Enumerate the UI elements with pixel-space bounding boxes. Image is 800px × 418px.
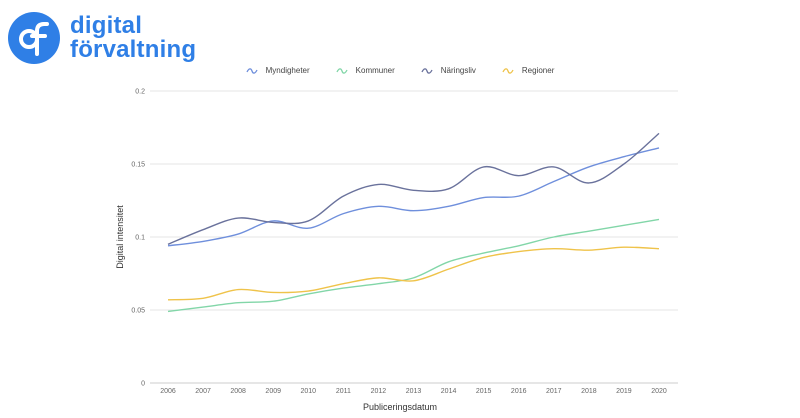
legend-wave-icon xyxy=(502,67,514,74)
y-axis-label: Digital intensitet xyxy=(115,205,125,269)
y-tick-label: 0.1 xyxy=(135,235,145,242)
x-tick-label: 2010 xyxy=(300,388,316,395)
series-line-kommuner xyxy=(167,218,660,313)
x-tick-label: 2019 xyxy=(616,388,632,395)
x-tick-label: 2015 xyxy=(476,388,492,395)
legend-wave-icon xyxy=(246,67,258,74)
x-tick-label: 2018 xyxy=(581,388,597,395)
y-tick-label: 0.2 xyxy=(135,89,145,96)
legend-wave-icon xyxy=(421,67,433,74)
x-tick-label: 2017 xyxy=(546,388,562,395)
chart-legend: Myndigheter Kommuner Näringsliv Regioner xyxy=(0,66,800,75)
x-tick-label: 2011 xyxy=(336,388,351,395)
legend-label: Näringsliv xyxy=(440,66,476,75)
brand-logo[interactable]: digital förvaltning xyxy=(8,12,196,64)
y-tick-label: 0.15 xyxy=(131,162,145,169)
x-tick-label: 2007 xyxy=(195,388,211,395)
y-tick-label: 0.05 xyxy=(131,308,145,315)
x-tick-label: 2013 xyxy=(406,388,422,395)
x-tick-label: 2006 xyxy=(160,388,176,395)
legend-item[interactable]: Kommuner xyxy=(336,66,395,75)
y-tick-labels: 0 0.05 0.1 0.15 0.2 xyxy=(131,89,145,388)
legend-item[interactable]: Regioner xyxy=(502,66,554,75)
x-tick-label: 2008 xyxy=(230,388,246,395)
x-axis-label: Publiceringsdatum xyxy=(363,402,437,412)
legend-wave-icon xyxy=(336,67,348,74)
series-lines xyxy=(167,132,660,313)
brand-line-2: förvaltning xyxy=(70,36,197,63)
x-tick-label: 2020 xyxy=(651,388,667,395)
grid-lines xyxy=(150,90,678,384)
series-line-regioner xyxy=(167,246,660,301)
x-tick-labels: 2006 2007 2008 2009 2010 2011 2012 2013 2014 2015… xyxy=(160,388,667,395)
x-tick-label: 2009 xyxy=(265,388,281,395)
brand-line-1: digital xyxy=(70,12,143,39)
series-line-näringsliv xyxy=(167,132,660,245)
x-tick-label: 2014 xyxy=(441,388,457,395)
x-tick-label: 2012 xyxy=(371,388,387,395)
y-tick-label: 0 xyxy=(141,381,145,388)
legend-item[interactable]: Myndigheter xyxy=(246,66,310,75)
legend-label: Kommuner xyxy=(355,66,395,75)
legend-label: Myndigheter xyxy=(265,66,310,75)
x-tick-label: 2016 xyxy=(511,388,527,395)
legend-item[interactable]: Näringsliv xyxy=(421,66,476,75)
series-line-myndigheter xyxy=(167,147,660,247)
legend-label: Regioner xyxy=(521,66,555,75)
brand-name: digital förvaltning xyxy=(70,14,196,62)
df-logo-icon xyxy=(8,12,60,64)
